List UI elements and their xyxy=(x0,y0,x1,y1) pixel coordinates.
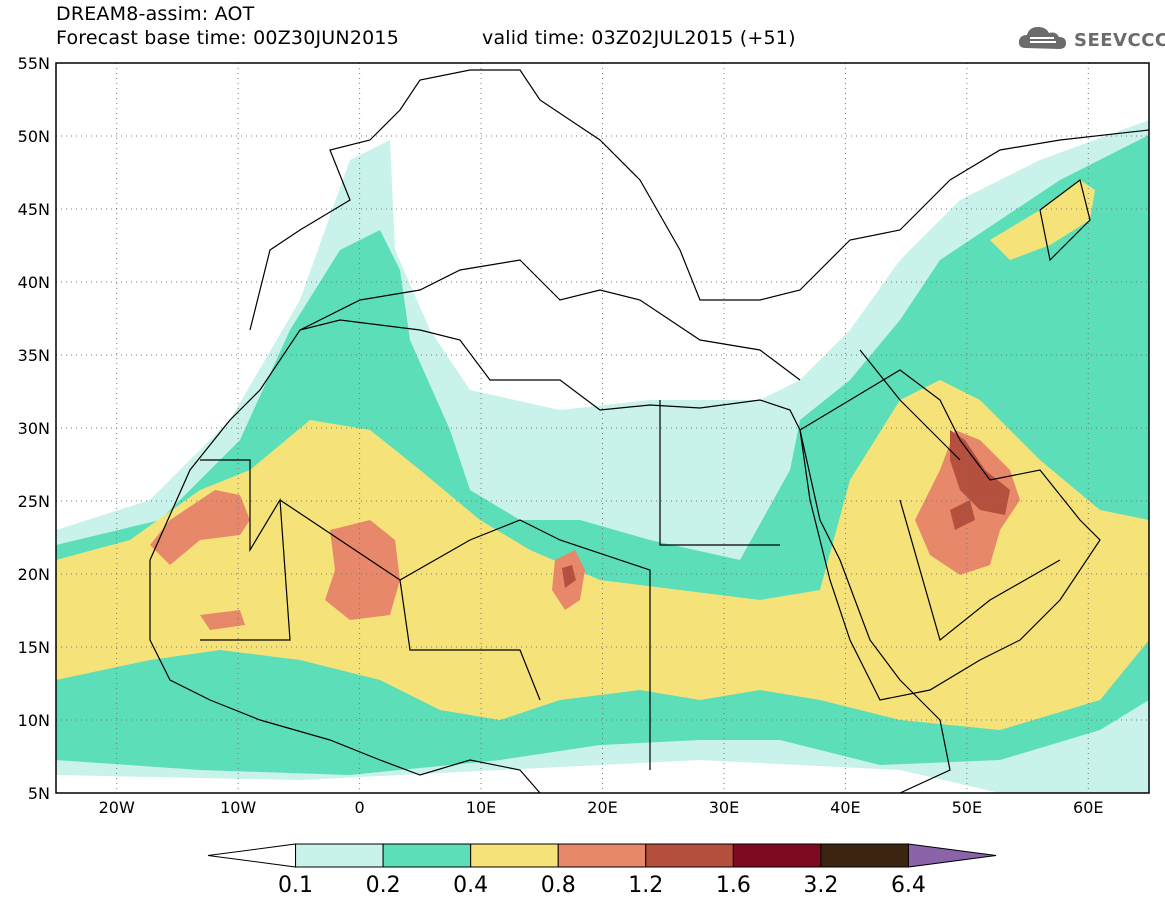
latitude-label: 45N xyxy=(18,200,50,219)
title-forecast-base-time: Forecast base time: 00Z30JUN2015 xyxy=(56,27,399,49)
colorbar-label: 0.4 xyxy=(453,873,488,898)
latitude-label: 5N xyxy=(28,784,50,803)
border-caspian xyxy=(1039,178,1091,262)
colorbar-label: 0.8 xyxy=(541,873,576,898)
longitude-label: 60E xyxy=(1073,798,1103,817)
latitude-label: 10N xyxy=(18,711,50,730)
colorbar-swatch xyxy=(207,843,297,868)
longitude-label: 30E xyxy=(709,798,739,817)
coastline-europe xyxy=(249,69,1149,331)
colorbar-label: 3.2 xyxy=(803,873,838,898)
latitude-label: 20N xyxy=(18,565,50,584)
longitude-label: 10W xyxy=(220,798,256,817)
colorbar-swatch xyxy=(557,843,647,868)
border-arabia xyxy=(859,349,1061,642)
colorbar-swatch xyxy=(732,843,822,868)
colorbar-label: 1.2 xyxy=(628,873,663,898)
latitude-labels: 55N 50N 45N 40N 35N 30N 25N 20N 15N 10N 5N xyxy=(18,54,50,803)
aot-fields xyxy=(56,120,1149,793)
graticule xyxy=(56,63,1149,793)
title-valid-time: valid time: 03Z02JUL2015 (+51) xyxy=(482,27,796,49)
longitude-labels: 20W 10W 0 10E 20E 30E 40E 50E 60E xyxy=(99,798,1104,817)
latitude-label: 55N xyxy=(18,54,50,73)
coastline-mediterranean xyxy=(299,259,801,381)
colorbar-label: 1.6 xyxy=(716,873,751,898)
coastline-arabia xyxy=(799,369,1101,701)
colorbar-swatch xyxy=(907,843,997,868)
aot-band-1.2 xyxy=(950,430,1010,515)
aot-band-0.4 xyxy=(56,380,1149,730)
aot-band-1.2-chad xyxy=(562,565,576,588)
coastlines-borders xyxy=(149,69,1149,793)
longitude-label: 10E xyxy=(466,798,496,817)
latitude-label: 30N xyxy=(18,419,50,438)
latitude-label: 40N xyxy=(18,273,50,292)
latitude-label: 50N xyxy=(18,127,50,146)
colorbar-label: 0.2 xyxy=(366,873,401,898)
longitude-label: 20E xyxy=(587,798,617,817)
map-frame xyxy=(55,62,1150,794)
longitude-label: 50E xyxy=(952,798,982,817)
coastline-west-africa xyxy=(149,560,541,793)
aot-band-0.8-mauritania xyxy=(200,610,245,630)
colorbar-label: 6.4 xyxy=(891,873,926,898)
border-sahara xyxy=(200,459,651,770)
colorbar-swatch xyxy=(470,843,559,868)
latitude-label: 35N xyxy=(18,346,50,365)
colorbar-swatch xyxy=(820,843,909,868)
colorbar-swatch xyxy=(645,843,734,868)
seevccc-logo: SEEVCCC xyxy=(1016,22,1165,56)
aot-band-0.8-mali xyxy=(325,520,400,620)
latitude-label: 25N xyxy=(18,492,50,511)
colorbar-label: 0.1 xyxy=(278,873,313,898)
logo-text: SEEVCCC xyxy=(1074,30,1165,51)
latitude-label: 15N xyxy=(18,638,50,657)
border-egypt-sudan xyxy=(659,400,780,546)
longitude-label: 0 xyxy=(355,798,365,817)
colorbar-swatch xyxy=(382,843,472,868)
cloud-icon xyxy=(1018,27,1066,49)
longitude-label: 20W xyxy=(99,798,135,817)
colorbar-swatch xyxy=(295,843,384,868)
aot-band-1.2-gulf xyxy=(950,500,975,530)
coastline-africa xyxy=(149,319,951,793)
longitude-label: 40E xyxy=(830,798,860,817)
aot-band-0.8-west xyxy=(150,490,250,565)
title-line-1: DREAM8-assim: AOT xyxy=(56,3,255,25)
